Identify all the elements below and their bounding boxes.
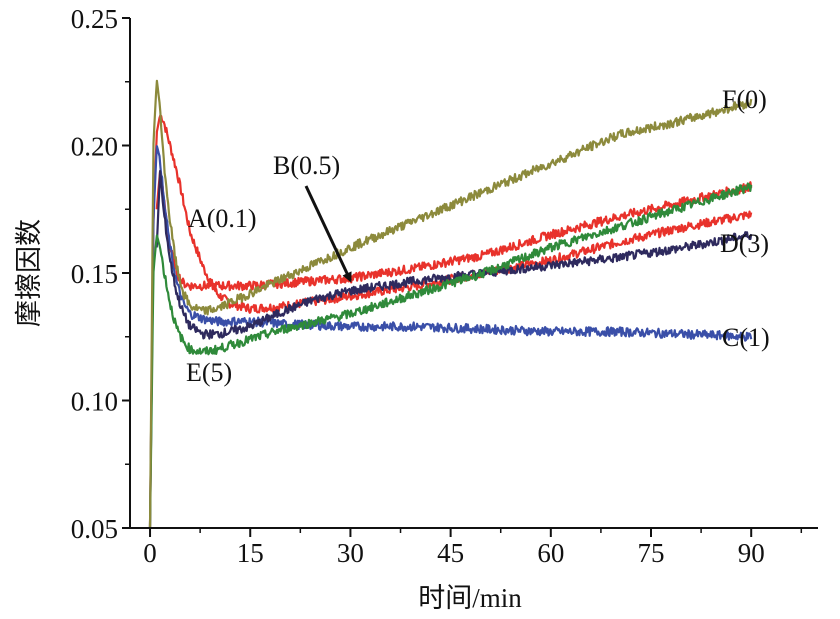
x-tick-label: 0 <box>143 538 157 568</box>
curve-label: C(1) <box>722 323 770 352</box>
curve-label: F(0) <box>722 85 767 114</box>
annotation-arrow <box>304 185 352 283</box>
y-axis-title: 摩擦因数 <box>14 219 44 327</box>
x-tick-label: 30 <box>337 538 364 568</box>
x-tick-label: 75 <box>638 538 665 568</box>
series-line-5 <box>148 182 753 529</box>
y-tick-label: 0.15 <box>71 259 118 289</box>
x-tick-label: 15 <box>237 538 264 568</box>
ticks-group: 0 15 30 45 60 75 90 0.05 0.10 0.15 0.20 0.25 <box>71 4 803 568</box>
series-line-1 <box>148 114 753 529</box>
y-tick-label: 0.10 <box>71 387 118 417</box>
x-tick-label: 60 <box>537 538 564 568</box>
series-line-2 <box>155 170 753 292</box>
y-tick-label: 0.25 <box>71 4 118 34</box>
curve-label: E(5) <box>186 358 232 387</box>
curve-label: B(0.5) <box>273 151 340 180</box>
y-tick-label: 0.05 <box>71 514 118 544</box>
series-line-6 <box>148 79 753 529</box>
y-tick-label: 0.20 <box>71 132 118 162</box>
series-group <box>148 79 753 529</box>
curve-labels-group: A(0.1) B(0.5) C(1) D(3) E(5) F(0) <box>186 85 770 387</box>
x-axis-title: 时间/min <box>418 583 522 613</box>
series-line-4 <box>155 170 753 340</box>
x-tick-label: 45 <box>437 538 464 568</box>
curve-label: D(3) <box>720 229 769 258</box>
x-tick-label: 90 <box>738 538 765 568</box>
curve-label: A(0.1) <box>188 204 257 233</box>
